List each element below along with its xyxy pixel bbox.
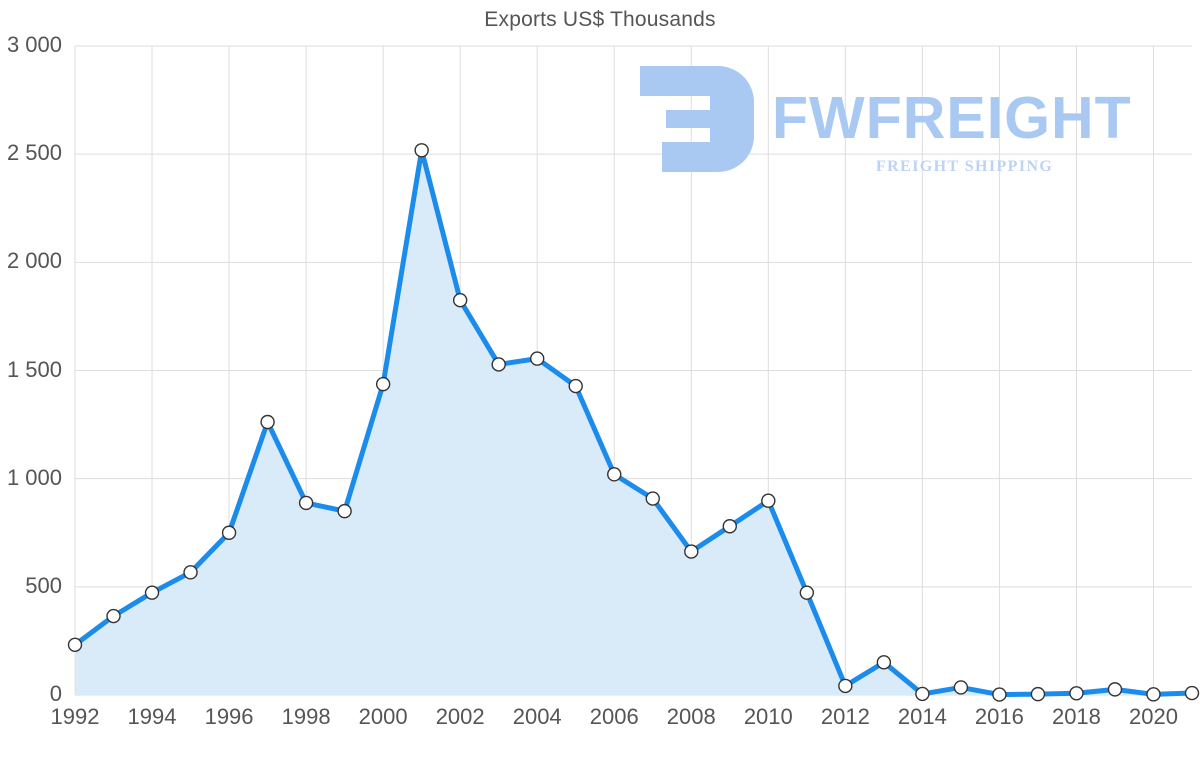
x-axis-tick-label: 2008 [666, 704, 716, 729]
data-point-marker[interactable] [645, 491, 660, 506]
data-point-marker[interactable] [992, 687, 1007, 702]
x-axis-tick-label: 2020 [1128, 704, 1178, 729]
data-point-marker[interactable] [530, 351, 545, 366]
x-axis-tick-label: 2000 [358, 704, 408, 729]
y-axis-tick-label: 0 [49, 681, 62, 706]
y-axis-tick-label: 2 500 [6, 140, 62, 166]
x-axis-tick-label: 1992 [50, 704, 100, 729]
x-axis-tick-label: 2016 [974, 704, 1024, 729]
data-point-marker[interactable] [298, 495, 314, 511]
x-axis-tick-label: 2006 [589, 704, 639, 729]
data-point-marker[interactable] [106, 608, 121, 624]
data-point-marker[interactable] [1146, 687, 1161, 702]
chart-title: Exports US$ Thousands [484, 8, 716, 31]
x-axis-tick-label: 1996 [204, 704, 254, 729]
data-point-marker[interactable] [144, 585, 160, 600]
x-axis-tick-label: 2002 [435, 704, 485, 729]
data-point-marker[interactable] [607, 467, 622, 482]
x-axis-tick-label: 2012 [820, 704, 870, 729]
data-point-marker[interactable] [915, 686, 930, 702]
y-axis-tick-label: 500 [25, 572, 62, 598]
data-point-marker[interactable] [260, 414, 275, 430]
data-point-marker[interactable] [337, 503, 352, 519]
data-point-marker[interactable] [722, 519, 737, 534]
data-point-marker[interactable] [221, 525, 237, 540]
y-axis-tick-label: 1 500 [6, 356, 62, 382]
x-axis-tick-label: 2018 [1051, 704, 1101, 729]
data-point-marker[interactable] [375, 376, 391, 392]
x-axis-tick-label: 1998 [281, 704, 331, 729]
x-axis-tick-label: 1994 [127, 704, 177, 729]
data-point-marker[interactable] [876, 655, 892, 670]
data-point-markers [67, 143, 1200, 702]
data-point-marker[interactable] [1069, 686, 1084, 701]
y-axis-tick-label: 2 000 [6, 248, 62, 274]
data-point-marker[interactable] [491, 357, 506, 372]
x-axis-tick-label: 2010 [743, 704, 793, 729]
data-point-marker[interactable] [414, 143, 429, 158]
data-point-marker[interactable] [1184, 685, 1200, 701]
data-point-marker[interactable] [568, 378, 583, 394]
data-point-marker[interactable] [799, 585, 815, 600]
x-axis-tick-label: 2004 [512, 704, 562, 729]
x-axis-tick-label: 2014 [897, 704, 947, 729]
y-axis-tick-label: 1 000 [6, 464, 62, 490]
data-point-marker[interactable] [838, 678, 853, 694]
data-point-marker[interactable] [953, 680, 969, 695]
data-point-marker[interactable] [1030, 686, 1046, 702]
data-point-marker[interactable] [67, 637, 83, 653]
y-axis-tick-label: 3 000 [6, 32, 62, 57]
area-fill [75, 150, 1192, 695]
data-point-marker[interactable] [684, 544, 699, 559]
data-point-marker[interactable] [1107, 682, 1123, 697]
data-point-marker[interactable] [761, 493, 776, 508]
data-point-marker[interactable] [183, 565, 198, 580]
data-point-marker[interactable] [452, 292, 468, 308]
